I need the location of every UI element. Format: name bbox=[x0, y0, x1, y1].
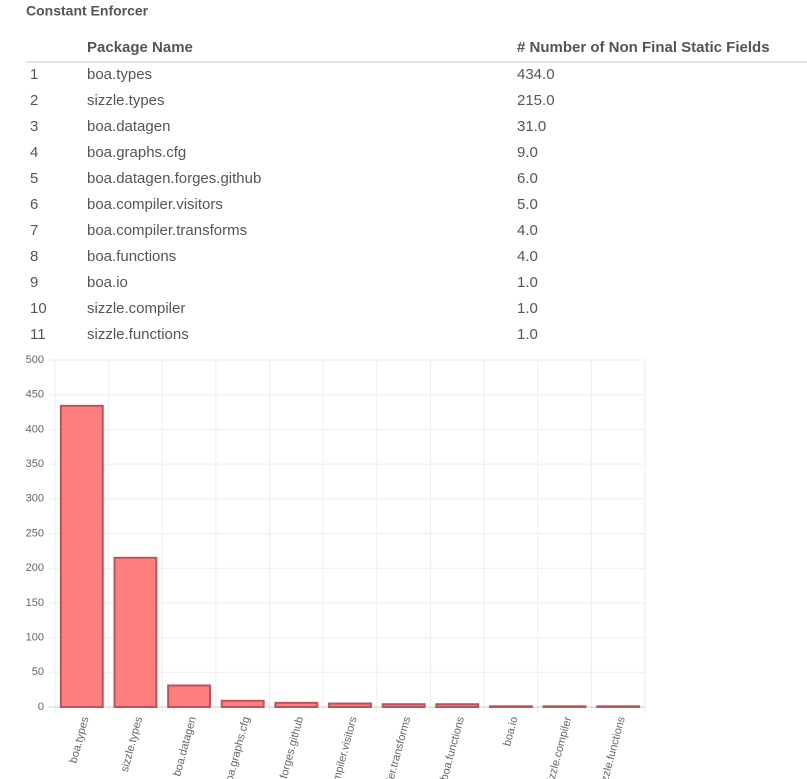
table-cell: 5.0 bbox=[517, 196, 538, 213]
table-cell: boa.datagen.forges.github bbox=[87, 170, 261, 187]
x-tick-label: sizzle.types bbox=[119, 715, 145, 774]
table-cell: sizzle.compiler bbox=[87, 300, 185, 317]
x-tick-label: boa.io bbox=[501, 715, 520, 747]
table-cell: boa.compiler.transforms bbox=[87, 222, 247, 239]
table-cell: 4 bbox=[30, 144, 38, 161]
table-cell: 4.0 bbox=[517, 248, 538, 265]
y-tick-label: 150 bbox=[26, 597, 44, 609]
x-tick-label: boa.types bbox=[68, 715, 92, 765]
column-header: Package Name bbox=[87, 39, 193, 56]
x-tick-label: boa.compiler.transforms bbox=[371, 715, 413, 779]
y-tick-label: 200 bbox=[26, 562, 44, 574]
table-cell: 11 bbox=[30, 326, 46, 343]
table-cell: 5 bbox=[30, 170, 38, 187]
x-tick-label: sizzle.compiler bbox=[544, 715, 574, 779]
table-cell: 1.0 bbox=[517, 326, 538, 343]
table-cell: 6.0 bbox=[517, 170, 538, 187]
table-cell: boa.compiler.visitors bbox=[87, 196, 223, 213]
x-tick-label: boa.graphs.cfg bbox=[222, 715, 252, 779]
table-cell: 9.0 bbox=[517, 144, 538, 161]
bar bbox=[435, 703, 480, 708]
table-cell: 1.0 bbox=[517, 274, 538, 291]
table-cell: 215.0 bbox=[517, 92, 555, 109]
x-tick-label: boa.compiler.visitors bbox=[322, 715, 360, 779]
bar bbox=[113, 556, 158, 708]
bar bbox=[381, 703, 426, 708]
table-cell: sizzle.types bbox=[87, 92, 165, 109]
table-cell: 4.0 bbox=[517, 222, 538, 239]
table-cell: 31.0 bbox=[517, 118, 546, 135]
column-header: # Number of Non Final Static Fields bbox=[517, 39, 770, 56]
table-cell: 1.0 bbox=[517, 300, 538, 317]
bar bbox=[488, 705, 533, 709]
table-cell: 8 bbox=[30, 248, 38, 265]
y-tick-label: 300 bbox=[26, 493, 44, 505]
bar bbox=[220, 699, 265, 709]
table-cell: 7 bbox=[30, 222, 38, 239]
bar bbox=[542, 705, 587, 709]
table-cell: boa.datagen bbox=[87, 118, 170, 135]
bar bbox=[59, 404, 104, 708]
bar bbox=[596, 705, 641, 709]
table-cell: 9 bbox=[30, 274, 38, 291]
y-tick-label: 500 bbox=[26, 354, 44, 366]
y-tick-label: 250 bbox=[26, 527, 44, 539]
table-cell: sizzle.functions bbox=[87, 326, 189, 343]
table-cell: 2 bbox=[30, 92, 38, 109]
x-tick-label: boa.functions bbox=[438, 715, 467, 779]
bar bbox=[274, 701, 319, 708]
y-tick-label: 350 bbox=[26, 458, 44, 470]
bar bbox=[328, 702, 372, 709]
table-cell: 434.0 bbox=[517, 66, 555, 83]
table-cell: 6 bbox=[30, 196, 38, 213]
page-title: Constant Enforcer bbox=[26, 3, 149, 19]
x-tick-label: sizzle.functions bbox=[597, 715, 628, 779]
y-tick-label: 100 bbox=[26, 632, 44, 644]
table-cell: boa.functions bbox=[87, 248, 176, 265]
bar bbox=[167, 684, 212, 709]
table-cell: boa.io bbox=[87, 274, 128, 291]
table-cell: 1 bbox=[30, 66, 38, 83]
y-tick-label: 400 bbox=[26, 423, 44, 435]
table-cell: 10 bbox=[30, 300, 47, 317]
table-cell: 3 bbox=[30, 118, 38, 135]
x-tick-label: boa.datagen bbox=[171, 715, 198, 777]
table-cell: boa.graphs.cfg bbox=[87, 144, 186, 161]
x-tick-label: boa.datagen.forges.github bbox=[261, 715, 306, 779]
y-tick-label: 50 bbox=[32, 666, 44, 678]
y-tick-label: 0 bbox=[38, 701, 44, 713]
table-cell: boa.types bbox=[87, 66, 152, 83]
y-tick-label: 450 bbox=[26, 389, 44, 401]
